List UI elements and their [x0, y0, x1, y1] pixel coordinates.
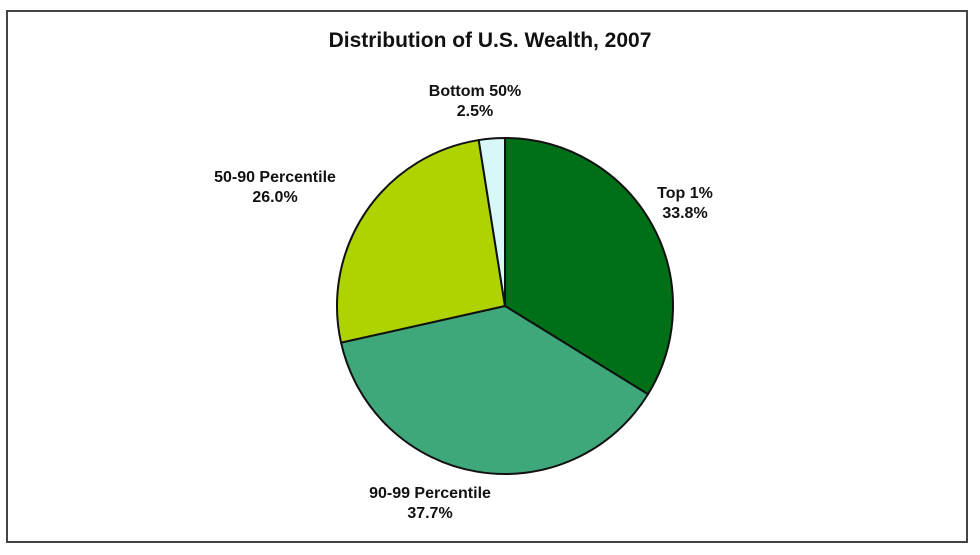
label-bottom-50-name: Bottom 50%	[428, 83, 522, 100]
label-top-1: Top 1% 33.8%	[640, 184, 730, 224]
slice-bottom-50	[477, 137, 506, 307]
label-top-1-name: Top 1%	[657, 185, 713, 202]
label-90-99-name: 90-99 Percentile	[369, 485, 491, 502]
label-top-1-value: 33.8%	[662, 205, 708, 222]
label-bottom-50: Bottom 50% 2.5%	[405, 82, 545, 122]
label-bottom-50-value: 2.5%	[456, 103, 494, 120]
label-90-99-value: 37.7%	[407, 505, 453, 522]
label-90-99: 90-99 Percentile 37.7%	[345, 484, 515, 524]
slice-top-1	[504, 137, 674, 396]
label-50-90-name: 50-90 Percentile	[214, 169, 336, 186]
label-50-90: 50-90 Percentile 26.0%	[190, 168, 360, 208]
label-50-90-value: 26.0%	[252, 189, 298, 206]
chart-title: Distribution of U.S. Wealth, 2007	[328, 29, 652, 52]
slice-90-99	[340, 305, 649, 475]
slice-50-90	[336, 139, 506, 344]
